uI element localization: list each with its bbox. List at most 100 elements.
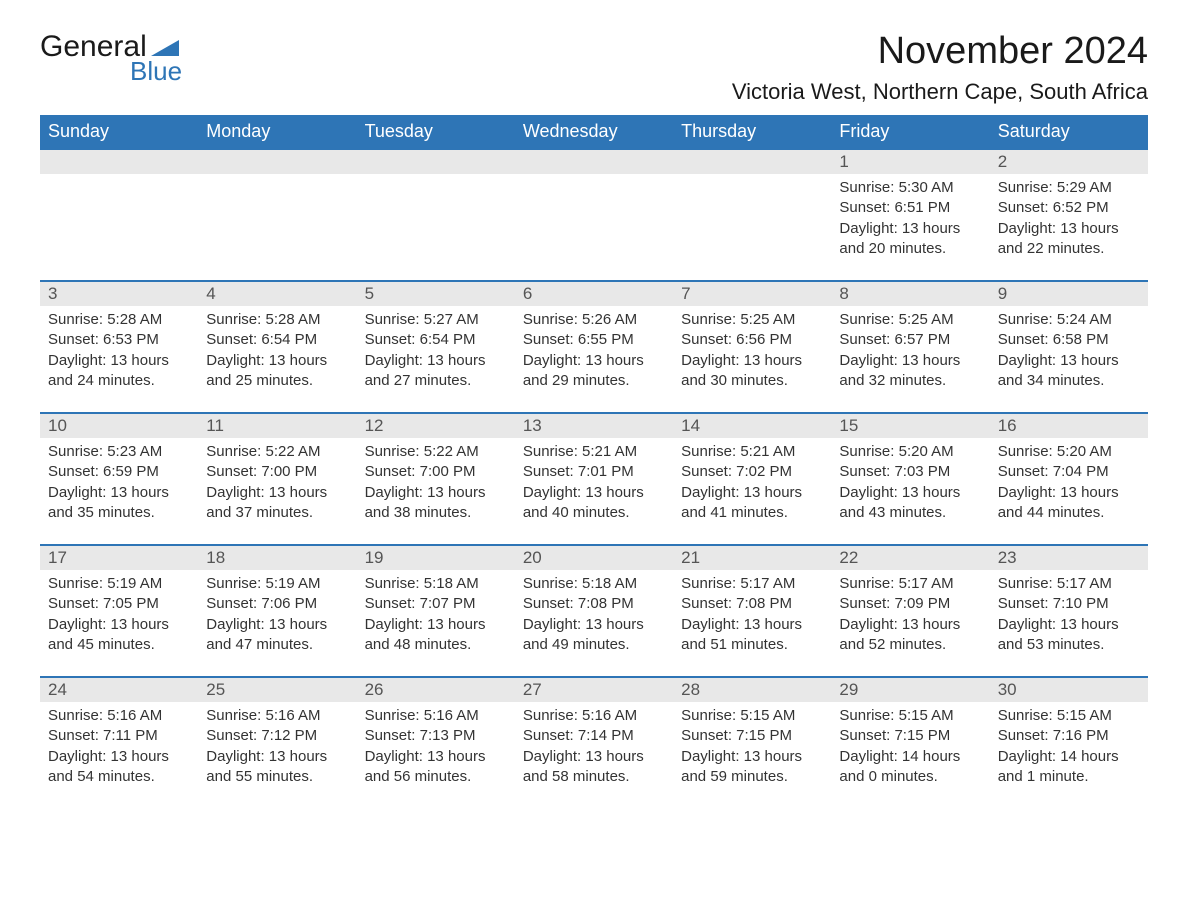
day-content: Sunrise: 5:20 AMSunset: 7:03 PMDaylight:… [831,438,989,533]
sunrise-text: Sunrise: 5:18 AM [523,574,665,594]
daylight-text: Daylight: 13 hours and 58 minutes. [523,747,665,788]
daylight-text: Daylight: 13 hours and 27 minutes. [365,351,507,392]
day-header: Monday [198,115,356,148]
sunset-text: Sunset: 7:16 PM [998,726,1140,746]
day-cell: 24Sunrise: 5:16 AMSunset: 7:11 PMDayligh… [40,678,198,808]
day-content: Sunrise: 5:15 AMSunset: 7:15 PMDaylight:… [831,702,989,797]
day-number: 25 [198,678,356,702]
sunset-text: Sunset: 6:58 PM [998,330,1140,350]
day-number: 18 [198,546,356,570]
day-cell: 29Sunrise: 5:15 AMSunset: 7:15 PMDayligh… [831,678,989,808]
day-number: 21 [673,546,831,570]
sunrise-text: Sunrise: 5:26 AM [523,310,665,330]
day-content: Sunrise: 5:16 AMSunset: 7:11 PMDaylight:… [40,702,198,797]
day-cell: 22Sunrise: 5:17 AMSunset: 7:09 PMDayligh… [831,546,989,676]
sunset-text: Sunset: 7:11 PM [48,726,190,746]
sunrise-text: Sunrise: 5:24 AM [998,310,1140,330]
day-content: Sunrise: 5:17 AMSunset: 7:10 PMDaylight:… [990,570,1148,665]
day-content: Sunrise: 5:25 AMSunset: 6:57 PMDaylight:… [831,306,989,401]
sunrise-text: Sunrise: 5:16 AM [206,706,348,726]
sunset-text: Sunset: 6:55 PM [523,330,665,350]
day-number: 15 [831,414,989,438]
sunset-text: Sunset: 7:13 PM [365,726,507,746]
sunrise-text: Sunrise: 5:21 AM [681,442,823,462]
sunset-text: Sunset: 7:01 PM [523,462,665,482]
day-number: 24 [40,678,198,702]
day-content: Sunrise: 5:17 AMSunset: 7:08 PMDaylight:… [673,570,831,665]
daylight-text: Daylight: 13 hours and 22 minutes. [998,219,1140,260]
daylight-text: Daylight: 13 hours and 54 minutes. [48,747,190,788]
day-header: Friday [831,115,989,148]
sunset-text: Sunset: 7:12 PM [206,726,348,746]
sunset-text: Sunset: 7:00 PM [365,462,507,482]
day-content: Sunrise: 5:27 AMSunset: 6:54 PMDaylight:… [357,306,515,401]
empty-day-number [357,150,515,174]
day-header: Sunday [40,115,198,148]
day-cell: 4Sunrise: 5:28 AMSunset: 6:54 PMDaylight… [198,282,356,412]
daylight-text: Daylight: 13 hours and 30 minutes. [681,351,823,392]
day-number: 26 [357,678,515,702]
day-cell: 27Sunrise: 5:16 AMSunset: 7:14 PMDayligh… [515,678,673,808]
day-header-row: SundayMondayTuesdayWednesdayThursdayFrid… [40,115,1148,148]
daylight-text: Daylight: 13 hours and 52 minutes. [839,615,981,656]
sunset-text: Sunset: 6:51 PM [839,198,981,218]
daylight-text: Daylight: 14 hours and 0 minutes. [839,747,981,788]
sunrise-text: Sunrise: 5:16 AM [365,706,507,726]
day-cell: 5Sunrise: 5:27 AMSunset: 6:54 PMDaylight… [357,282,515,412]
sunset-text: Sunset: 7:10 PM [998,594,1140,614]
daylight-text: Daylight: 13 hours and 45 minutes. [48,615,190,656]
sunrise-text: Sunrise: 5:17 AM [681,574,823,594]
logo: General Blue [40,30,182,87]
day-cell: 11Sunrise: 5:22 AMSunset: 7:00 PMDayligh… [198,414,356,544]
day-cell: 1Sunrise: 5:30 AMSunset: 6:51 PMDaylight… [831,150,989,280]
day-cell: 19Sunrise: 5:18 AMSunset: 7:07 PMDayligh… [357,546,515,676]
sunset-text: Sunset: 7:14 PM [523,726,665,746]
day-content: Sunrise: 5:20 AMSunset: 7:04 PMDaylight:… [990,438,1148,533]
day-number: 6 [515,282,673,306]
logo-text-sub: Blue [130,56,182,87]
daylight-text: Daylight: 13 hours and 49 minutes. [523,615,665,656]
day-content: Sunrise: 5:16 AMSunset: 7:12 PMDaylight:… [198,702,356,797]
daylight-text: Daylight: 13 hours and 56 minutes. [365,747,507,788]
sunset-text: Sunset: 7:07 PM [365,594,507,614]
day-content: Sunrise: 5:15 AMSunset: 7:15 PMDaylight:… [673,702,831,797]
day-content: Sunrise: 5:30 AMSunset: 6:51 PMDaylight:… [831,174,989,269]
sunrise-text: Sunrise: 5:23 AM [48,442,190,462]
day-cell: 30Sunrise: 5:15 AMSunset: 7:16 PMDayligh… [990,678,1148,808]
sunrise-text: Sunrise: 5:22 AM [206,442,348,462]
day-number: 1 [831,150,989,174]
day-cell: 9Sunrise: 5:24 AMSunset: 6:58 PMDaylight… [990,282,1148,412]
day-content: Sunrise: 5:28 AMSunset: 6:54 PMDaylight:… [198,306,356,401]
day-content: Sunrise: 5:21 AMSunset: 7:01 PMDaylight:… [515,438,673,533]
sunset-text: Sunset: 7:05 PM [48,594,190,614]
day-number: 30 [990,678,1148,702]
day-content: Sunrise: 5:22 AMSunset: 7:00 PMDaylight:… [357,438,515,533]
sunset-text: Sunset: 6:57 PM [839,330,981,350]
sunrise-text: Sunrise: 5:20 AM [998,442,1140,462]
empty-day-number [673,150,831,174]
day-cell [198,150,356,280]
day-content: Sunrise: 5:15 AMSunset: 7:16 PMDaylight:… [990,702,1148,797]
daylight-text: Daylight: 13 hours and 32 minutes. [839,351,981,392]
daylight-text: Daylight: 13 hours and 40 minutes. [523,483,665,524]
day-content: Sunrise: 5:18 AMSunset: 7:07 PMDaylight:… [357,570,515,665]
day-cell: 3Sunrise: 5:28 AMSunset: 6:53 PMDaylight… [40,282,198,412]
sunrise-text: Sunrise: 5:25 AM [839,310,981,330]
day-cell [40,150,198,280]
title-block: November 2024 Victoria West, Northern Ca… [732,30,1148,105]
day-cell: 16Sunrise: 5:20 AMSunset: 7:04 PMDayligh… [990,414,1148,544]
daylight-text: Daylight: 13 hours and 41 minutes. [681,483,823,524]
week-row: 24Sunrise: 5:16 AMSunset: 7:11 PMDayligh… [40,676,1148,808]
day-content: Sunrise: 5:19 AMSunset: 7:05 PMDaylight:… [40,570,198,665]
daylight-text: Daylight: 13 hours and 38 minutes. [365,483,507,524]
day-cell [515,150,673,280]
daylight-text: Daylight: 13 hours and 25 minutes. [206,351,348,392]
day-cell: 12Sunrise: 5:22 AMSunset: 7:00 PMDayligh… [357,414,515,544]
day-header: Saturday [990,115,1148,148]
day-content: Sunrise: 5:21 AMSunset: 7:02 PMDaylight:… [673,438,831,533]
day-cell [357,150,515,280]
day-content: Sunrise: 5:29 AMSunset: 6:52 PMDaylight:… [990,174,1148,269]
day-number: 19 [357,546,515,570]
daylight-text: Daylight: 13 hours and 55 minutes. [206,747,348,788]
sunrise-text: Sunrise: 5:25 AM [681,310,823,330]
